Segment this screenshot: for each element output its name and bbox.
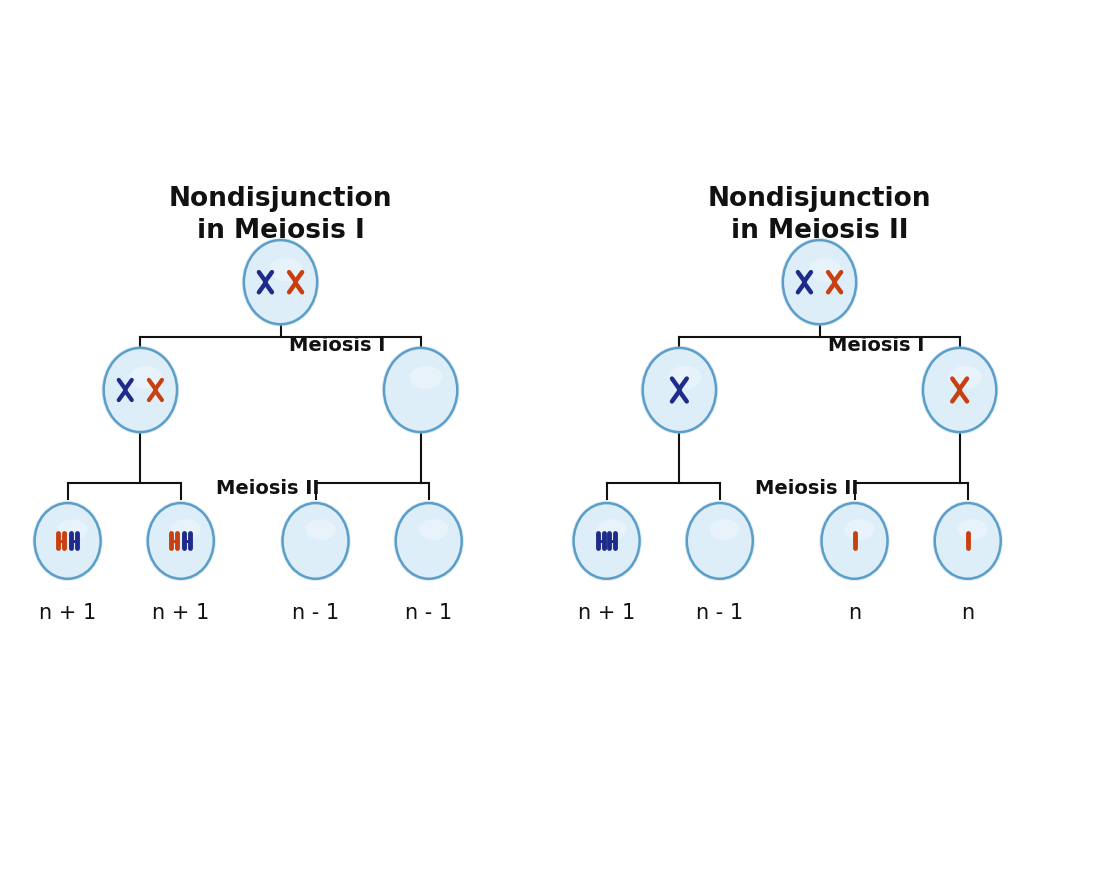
Ellipse shape [409, 366, 442, 390]
Text: n - 1: n - 1 [292, 602, 339, 623]
Ellipse shape [57, 520, 87, 540]
Ellipse shape [394, 501, 464, 581]
Ellipse shape [280, 501, 351, 581]
Ellipse shape [669, 366, 702, 390]
Ellipse shape [820, 501, 890, 581]
Ellipse shape [101, 347, 179, 435]
Ellipse shape [948, 366, 981, 390]
Ellipse shape [244, 241, 317, 325]
Text: Meiosis I: Meiosis I [288, 335, 385, 354]
Ellipse shape [573, 503, 639, 579]
Ellipse shape [822, 503, 888, 579]
Ellipse shape [640, 347, 718, 435]
Ellipse shape [845, 520, 875, 540]
Ellipse shape [781, 239, 858, 327]
Text: Nondisjunction
in Meiosis I: Nondisjunction in Meiosis I [168, 186, 393, 244]
Ellipse shape [33, 501, 102, 581]
Text: n - 1: n - 1 [696, 602, 744, 623]
Ellipse shape [103, 349, 177, 433]
Text: n: n [961, 602, 975, 623]
Text: Meiosis II: Meiosis II [216, 478, 319, 497]
Ellipse shape [923, 349, 997, 433]
Ellipse shape [147, 503, 213, 579]
Text: n: n [848, 602, 861, 623]
Ellipse shape [958, 520, 988, 540]
Ellipse shape [572, 501, 641, 581]
Ellipse shape [242, 239, 319, 327]
Ellipse shape [686, 503, 752, 579]
Ellipse shape [933, 501, 1003, 581]
Text: Meiosis I: Meiosis I [827, 335, 924, 354]
Text: Nondisjunction
in Meiosis II: Nondisjunction in Meiosis II [707, 186, 932, 244]
Ellipse shape [808, 259, 842, 282]
Ellipse shape [382, 347, 460, 435]
Ellipse shape [783, 241, 856, 325]
Ellipse shape [170, 520, 200, 540]
Ellipse shape [419, 520, 449, 540]
Ellipse shape [270, 259, 302, 282]
Ellipse shape [306, 520, 336, 540]
Text: n + 1: n + 1 [152, 602, 209, 623]
Ellipse shape [935, 503, 1001, 579]
Text: n + 1: n + 1 [39, 602, 96, 623]
Ellipse shape [283, 503, 349, 579]
Ellipse shape [710, 520, 739, 540]
Text: Meiosis II: Meiosis II [755, 478, 858, 497]
Ellipse shape [396, 503, 462, 579]
Text: n - 1: n - 1 [405, 602, 452, 623]
Ellipse shape [145, 501, 216, 581]
Ellipse shape [684, 501, 755, 581]
Ellipse shape [596, 520, 626, 540]
Ellipse shape [384, 349, 458, 433]
Ellipse shape [34, 503, 100, 579]
Ellipse shape [130, 366, 163, 390]
Ellipse shape [921, 347, 999, 435]
Ellipse shape [642, 349, 716, 433]
Text: n + 1: n + 1 [578, 602, 635, 623]
